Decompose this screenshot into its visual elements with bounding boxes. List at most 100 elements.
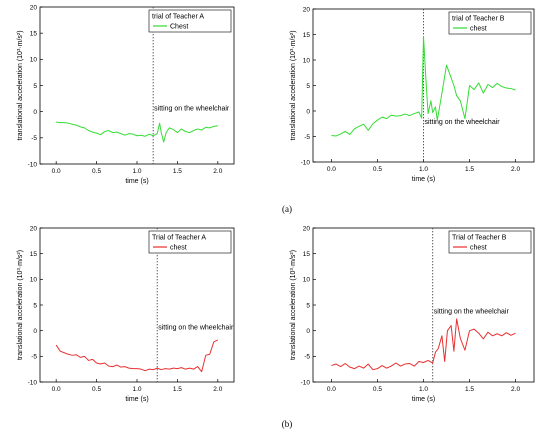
data-point: [456, 318, 457, 319]
data-point: [400, 115, 401, 116]
data-point: [372, 369, 373, 370]
data-point: [497, 83, 498, 84]
data-point: [430, 100, 431, 101]
data-point: [166, 132, 167, 133]
data-point: [414, 366, 415, 367]
series-line: [331, 36, 516, 137]
data-point: [442, 335, 443, 336]
data-point: [501, 335, 502, 336]
data-point: [354, 128, 355, 129]
data-point: [60, 351, 61, 352]
y-tick-label: 5: [33, 83, 37, 90]
data-point: [96, 133, 97, 134]
y-tick-label: 10: [30, 277, 38, 284]
data-point: [72, 355, 73, 356]
data-point: [386, 368, 387, 369]
data-point: [447, 330, 448, 331]
data-point: [453, 85, 454, 86]
data-point: [368, 364, 369, 365]
data-point: [72, 124, 73, 125]
data-point: [511, 335, 512, 336]
y-tick-label: 15: [30, 30, 38, 37]
data-point: [185, 131, 186, 132]
data-point: [382, 365, 383, 366]
series-line: [55, 339, 219, 373]
x-tick-label: 2.0: [511, 386, 520, 393]
y-tick-label: -10: [301, 159, 311, 166]
data-point: [446, 65, 447, 66]
data-point: [153, 135, 154, 136]
data-point: [201, 130, 202, 131]
legend-label: chest: [170, 245, 187, 252]
data-point: [438, 348, 439, 349]
data-point: [492, 87, 493, 88]
data-point: [209, 354, 210, 355]
data-point: [177, 132, 178, 133]
data-point: [488, 332, 489, 333]
data-point: [193, 130, 194, 131]
data-point: [153, 369, 154, 370]
data-point: [419, 112, 420, 113]
y-tick-label: -10: [28, 379, 38, 386]
data-point: [363, 124, 364, 125]
series-line: [331, 318, 516, 371]
data-point: [100, 134, 101, 135]
y-tick-label: 0: [306, 328, 310, 335]
data-point: [80, 357, 81, 358]
y-tick-label: -10: [301, 379, 311, 386]
x-tick-label: 1.5: [465, 386, 474, 393]
y-tick-label: 10: [303, 277, 311, 284]
x-axis-label: time (s): [412, 176, 435, 183]
panel-2: -10 -5 0 5 10 15 20 0.0 0.5 1.0 1.5 2.0 time (s) tran…: [290, 6, 535, 183]
data-point: [340, 134, 341, 135]
caption-a: (a): [282, 204, 292, 214]
data-point: [345, 131, 346, 132]
data-point: [189, 132, 190, 133]
data-point: [161, 369, 162, 370]
data-point: [129, 368, 130, 369]
data-point: [149, 134, 150, 135]
data-point: [349, 134, 350, 135]
data-point: [141, 135, 142, 136]
data-point: [76, 354, 77, 355]
data-point: [359, 366, 360, 367]
data-point: [354, 368, 355, 369]
data-point: [391, 366, 392, 367]
x-tick-label: 1.5: [465, 166, 474, 173]
data-point: [76, 125, 77, 126]
data-point: [460, 338, 461, 339]
data-point: [217, 340, 218, 341]
data-point: [506, 332, 507, 333]
data-point: [112, 366, 113, 367]
data-point: [331, 135, 332, 136]
data-point: [432, 112, 433, 113]
data-point: [205, 355, 206, 356]
data-point: [469, 330, 470, 331]
data-point: [426, 85, 427, 86]
data-point: [108, 366, 109, 367]
data-point: [181, 129, 182, 130]
data-point: [96, 363, 97, 364]
legend-box: [148, 9, 232, 33]
data-point: [409, 115, 410, 116]
y-tick-label: 0: [33, 328, 37, 335]
data-point: [435, 352, 436, 353]
data-point: [129, 133, 130, 134]
legend-title: trial of Teacher A: [152, 14, 204, 21]
data-point: [421, 118, 422, 119]
data-point: [84, 356, 85, 357]
x-tick-label: 0.0: [327, 386, 336, 393]
data-point: [193, 369, 194, 370]
data-point: [483, 338, 484, 339]
data-point: [163, 142, 164, 143]
panel-1: -10 -5 0 5 10 15 20 0.0 0.5 1.0 1.5 2.0 time (s) tran…: [17, 4, 235, 185]
data-point: [456, 95, 457, 96]
data-point: [68, 123, 69, 124]
data-point: [104, 363, 105, 364]
data-point: [400, 366, 401, 367]
data-point: [497, 333, 498, 334]
data-point: [465, 118, 466, 119]
data-point: [453, 351, 454, 352]
data-point: [474, 329, 475, 330]
